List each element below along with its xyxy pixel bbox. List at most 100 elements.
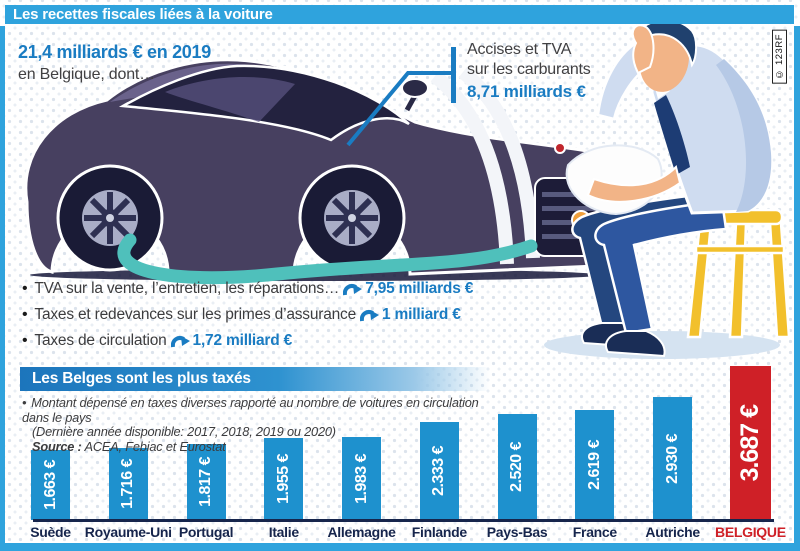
bar-label: Finlande [411, 524, 467, 540]
callout-line1: Accises et TVA [467, 41, 572, 58]
bar-column: 3.687 € [712, 365, 789, 520]
labels-row: Suède Royaume-Uni Portugal Italie Allemagne F… [12, 524, 789, 540]
page-title: Les recettes fiscales liées à la voiture [5, 5, 794, 24]
bar-value: 1.983 € [352, 453, 370, 504]
bar-Allemagne: 1.983 € [342, 437, 382, 520]
callout-value: 8,71 milliards € [467, 82, 586, 101]
note-line2: (Dernière année disponible: 2017, 2018, … [32, 424, 336, 439]
source-text: ACEA, Febiac et Eurostat [81, 438, 226, 454]
intro-block: 21,4 milliards € en 2019 en Belgique, do… [18, 42, 211, 84]
methodology-note: Montant dépensé en taxes diverses rappor… [22, 395, 492, 455]
label-column: Allemagne [323, 524, 400, 540]
bar-column: 1.955 € [245, 365, 322, 520]
bar-Italie: 1.955 € [264, 438, 304, 520]
label-column: Royaume-Uni [85, 524, 172, 540]
bar-label: Allemagne [327, 524, 396, 540]
label-column: Finlande [401, 524, 478, 540]
bar-column: 1.983 € [323, 365, 400, 520]
teal-swoosh [117, 233, 538, 285]
bullet-text: TVA sur la vente, l’entretien, les répar… [34, 280, 340, 297]
bar-label: Autriche [645, 524, 700, 540]
bar-Autriche: 2.930 € [653, 397, 693, 520]
bullet-text: Taxes de circulation [34, 332, 167, 349]
label-column: Portugal [168, 524, 245, 540]
bar-value: 2.520 € [508, 442, 526, 492]
hand-on-face [631, 24, 655, 75]
label-column: Pays-Bas [479, 524, 556, 540]
racing-stripe [430, 70, 514, 265]
bar-label: BELGIQUE [715, 524, 786, 540]
note-line1: Montant dépensé en taxes diverses rappor… [22, 395, 492, 425]
total-amount: 21,4 milliards € en 2019 [18, 42, 211, 62]
bar-column: 1.663 € [12, 365, 89, 520]
bar-column: 2.619 € [556, 365, 633, 520]
bar-Portugal: 1.817 € [186, 444, 226, 520]
list-item: Taxes et redevances sur les primes d’ass… [22, 306, 473, 324]
bullet-value: 1 milliard € [382, 306, 461, 323]
bullet-value: 1,72 milliard € [192, 332, 293, 349]
bar-label: Pays-Bas [486, 524, 548, 540]
near-shoe [605, 330, 666, 358]
near-leg [594, 199, 728, 335]
front-wheel [298, 164, 406, 272]
bar-value: 1.716 € [119, 459, 137, 509]
credit-badge: © 123RF [772, 30, 787, 84]
bar-Royaume-Uni: 1.716 € [108, 448, 148, 520]
source-label: Source : [32, 438, 82, 454]
list-item: TVA sur la vente, l’entretien, les répar… [22, 280, 473, 298]
bar-column: 1.817 € [168, 365, 245, 520]
intro-subline: en Belgique, dont… [18, 66, 155, 83]
bar-BELGIQUE: 3.687 € [729, 366, 771, 520]
bar-value: 1.663 € [41, 460, 59, 510]
label-column: BELGIQUE [712, 524, 789, 540]
frame-left [0, 26, 5, 551]
facepalm-man-illustration [544, 19, 791, 359]
side-mirror [401, 78, 429, 98]
car-illustration [24, 58, 628, 285]
bullet-value: 7,95 milliards € [365, 280, 474, 297]
section-title: Les Belges sont les plus taxés [20, 367, 490, 391]
racing-stripe [458, 66, 540, 259]
tie [654, 95, 690, 175]
bullet-text: Taxes et redevances sur les primes d’ass… [34, 306, 357, 323]
bar-label: Royaume-Uni [84, 524, 172, 540]
label-column: Autriche [634, 524, 711, 540]
curved-arrow-icon [360, 309, 380, 321]
rear-wheel [56, 164, 164, 272]
label-column: Italie [245, 524, 322, 540]
callout-connector [346, 47, 456, 147]
bar-Finlande: 2.333 € [419, 422, 459, 520]
bar-label: Italie [268, 524, 299, 540]
label-column: Suède [12, 524, 89, 540]
curved-arrow-icon [343, 283, 363, 295]
label-column: France [556, 524, 633, 540]
bar-value: 3.687 € [735, 404, 764, 482]
fuel-tax-callout: Accises et TVA sur les carburants 8,71 m… [467, 40, 591, 102]
frame-bottom [0, 543, 800, 551]
bar-column: 2.520 € [479, 365, 556, 520]
bar-label: Portugal [178, 524, 234, 540]
tax-breakdown-list: TVA sur la vente, l’entretien, les répar… [22, 280, 473, 358]
chart-baseline [33, 519, 774, 522]
bar-value: 2.930 € [663, 433, 681, 484]
bar-label: Suède [30, 524, 71, 540]
paper [565, 144, 663, 216]
bar-Pays-Bas: 2.520 € [497, 414, 537, 520]
bar-value: 1.955 € [274, 454, 292, 504]
bar-label: France [572, 524, 617, 540]
frame-right [794, 26, 800, 551]
bar-value: 2.619 € [585, 440, 603, 490]
curved-arrow-icon [170, 335, 190, 347]
source-line: Source : ACEA, Febiac et Eurostat [22, 438, 492, 455]
bar-column: 2.333 € [401, 365, 478, 520]
bar-column: 1.716 € [90, 365, 167, 520]
bars-row: 1.663 € 1.716 € 1.817 € 1.955 € 1.983 € 2.333… [12, 365, 789, 520]
list-item: Taxes de circulation 1,72 milliard € [22, 332, 473, 350]
bar-Suède: 1.663 € [31, 450, 70, 520]
forearm [586, 165, 682, 203]
callout-line2: sur les carburants [467, 61, 591, 78]
bar-column: 2.930 € [634, 365, 711, 520]
bar-value: 1.817 € [197, 457, 215, 507]
bar-France: 2.619 € [575, 410, 615, 520]
